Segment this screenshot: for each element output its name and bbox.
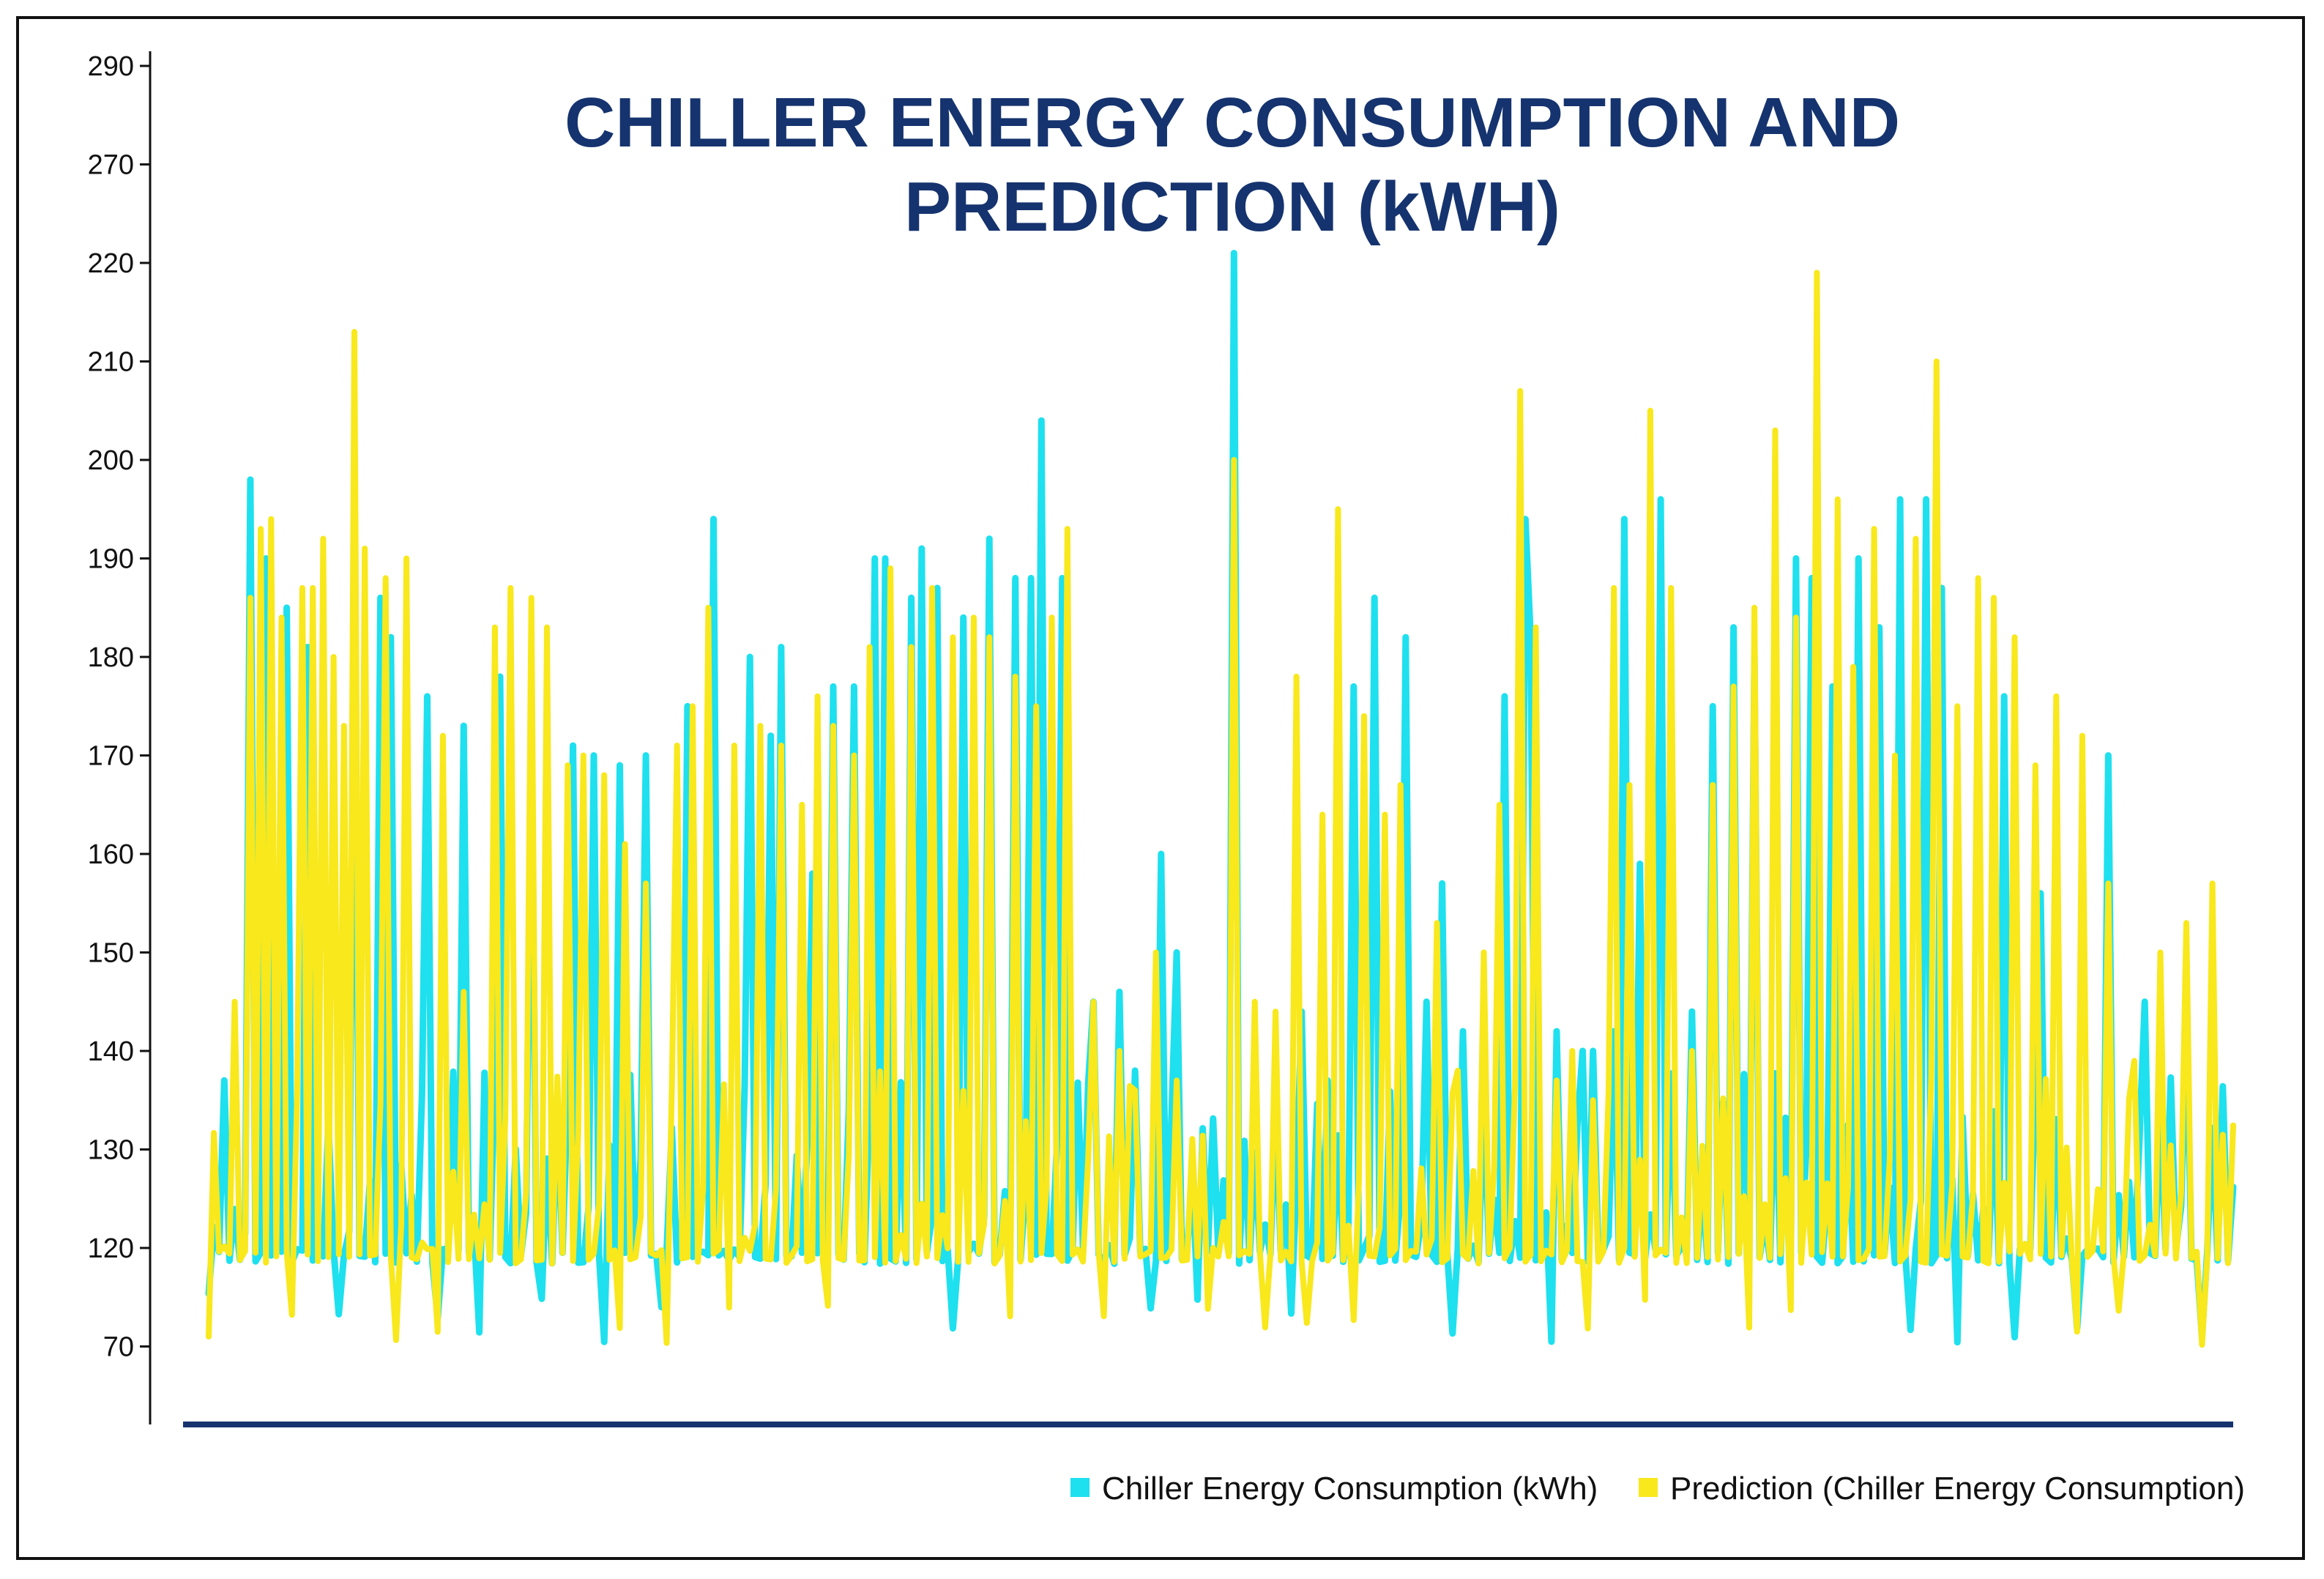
chart-title: CHILLER ENERGY CONSUMPTION AND PREDICTIO… bbox=[565, 83, 1900, 246]
y-tick-label: 290 bbox=[88, 51, 134, 82]
chart-title-line-1: CHILLER ENERGY CONSUMPTION AND bbox=[565, 83, 1900, 162]
y-tick-label: 70 bbox=[103, 1332, 134, 1363]
legend-item-prediction: Prediction (Chiller Energy Consumption) bbox=[1639, 1471, 2245, 1506]
y-tick-label: 190 bbox=[88, 544, 134, 575]
legend: Chiller Energy Consumption (kWh) Predicti… bbox=[1070, 1471, 2245, 1506]
legend-swatch bbox=[1639, 1478, 1658, 1497]
y-axis: 290 270 220 210 200 190 180 170 160 150 140 130 120 7… bbox=[88, 51, 152, 1424]
y-tick-label: 200 bbox=[88, 445, 134, 476]
y-tick-label: 140 bbox=[88, 1036, 134, 1067]
y-tick-label: 120 bbox=[88, 1233, 134, 1264]
y-tick-label: 130 bbox=[88, 1135, 134, 1166]
series-group bbox=[205, 250, 2237, 1348]
y-tick-label: 220 bbox=[88, 248, 134, 279]
legend-label: Prediction (Chiller Energy Consumption) bbox=[1670, 1471, 2245, 1506]
series-line-actual bbox=[205, 250, 2237, 1346]
legend-swatch bbox=[1070, 1478, 1090, 1497]
y-tick-label: 270 bbox=[88, 150, 134, 181]
y-tick-label: 160 bbox=[88, 839, 134, 870]
y-tick-label: 150 bbox=[88, 938, 134, 969]
y-tick-label: 170 bbox=[88, 741, 134, 772]
y-tick-label: 210 bbox=[88, 347, 134, 378]
chart-title-line-2: PREDICTION (kWH) bbox=[904, 168, 1560, 246]
legend-label: Chiller Energy Consumption (kWh) bbox=[1102, 1471, 1598, 1506]
y-tick-label: 180 bbox=[88, 642, 134, 673]
legend-item-actual: Chiller Energy Consumption (kWh) bbox=[1070, 1471, 1598, 1506]
series-line-prediction bbox=[206, 270, 2236, 1348]
